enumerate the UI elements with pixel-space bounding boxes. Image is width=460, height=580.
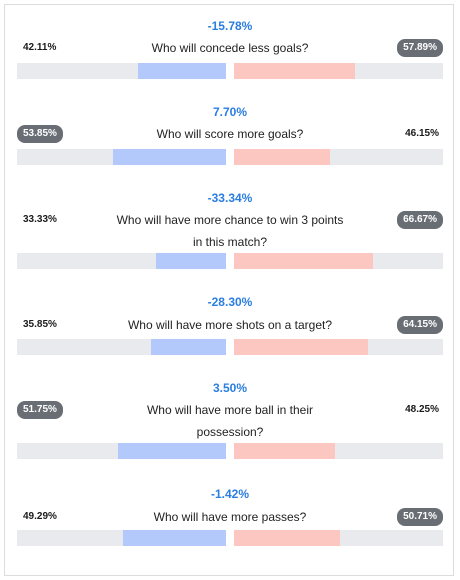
left-percentage: 33.33% — [23, 214, 57, 225]
difference-value: -1.42% — [210, 487, 250, 501]
right-vote-bar[interactable] — [234, 253, 443, 269]
right-percentage-badge: 50.71% — [397, 508, 443, 526]
left-percentage: 49.29% — [23, 511, 57, 522]
difference-value: -15.78% — [207, 19, 253, 33]
prediction-panel: -15.78% Who will concede less goals? 42.… — [4, 4, 454, 576]
left-vote-fill — [151, 339, 226, 355]
right-vote-bar[interactable] — [234, 530, 443, 546]
right-percentage: 46.15% — [405, 128, 439, 139]
left-percentage: 42.11% — [23, 42, 57, 53]
left-vote-bar[interactable] — [17, 63, 226, 79]
difference-value: 3.50% — [212, 381, 248, 395]
right-vote-fill — [234, 530, 340, 546]
left-vote-fill — [117, 443, 226, 459]
difference-value: 7.70% — [212, 105, 248, 119]
left-percentage-badge: 51.75% — [17, 401, 63, 419]
left-vote-bar[interactable] — [17, 530, 226, 546]
left-vote-bar[interactable] — [17, 339, 226, 355]
right-percentage: 48.25% — [405, 404, 439, 415]
right-percentage-badge: 66.67% — [397, 211, 443, 229]
right-percentage-badge: 64.15% — [397, 316, 443, 334]
poll-question: Who will have more passes? — [153, 510, 307, 524]
left-vote-bar[interactable] — [17, 149, 226, 165]
left-vote-fill — [122, 530, 226, 546]
right-vote-bar[interactable] — [234, 149, 443, 165]
right-vote-bar[interactable] — [234, 63, 443, 79]
poll-question: Who will score more goals? — [156, 127, 304, 141]
poll-question: Who will have more shots on a target? — [127, 318, 333, 332]
right-vote-fill — [234, 443, 335, 459]
right-vote-fill — [234, 149, 331, 165]
difference-value: -28.30% — [207, 295, 253, 309]
right-vote-fill — [234, 63, 355, 79]
left-percentage-badge: 53.85% — [17, 125, 63, 143]
poll-question: Who will concede less goals? — [151, 41, 309, 55]
poll-question: Who will have more chance to win 3 point… — [116, 213, 344, 249]
right-vote-bar[interactable] — [234, 339, 443, 355]
right-vote-fill — [234, 253, 374, 269]
difference-value: -33.34% — [207, 191, 253, 205]
right-vote-fill — [234, 339, 369, 355]
left-vote-fill — [156, 253, 226, 269]
left-vote-fill — [113, 149, 226, 165]
poll-question: Who will have more ball in their possess… — [146, 403, 314, 439]
left-vote-bar[interactable] — [17, 443, 226, 459]
right-percentage-badge: 57.89% — [397, 39, 443, 57]
right-vote-bar[interactable] — [234, 443, 443, 459]
left-vote-fill — [138, 63, 226, 79]
left-percentage: 35.85% — [23, 319, 57, 330]
left-vote-bar[interactable] — [17, 253, 226, 269]
